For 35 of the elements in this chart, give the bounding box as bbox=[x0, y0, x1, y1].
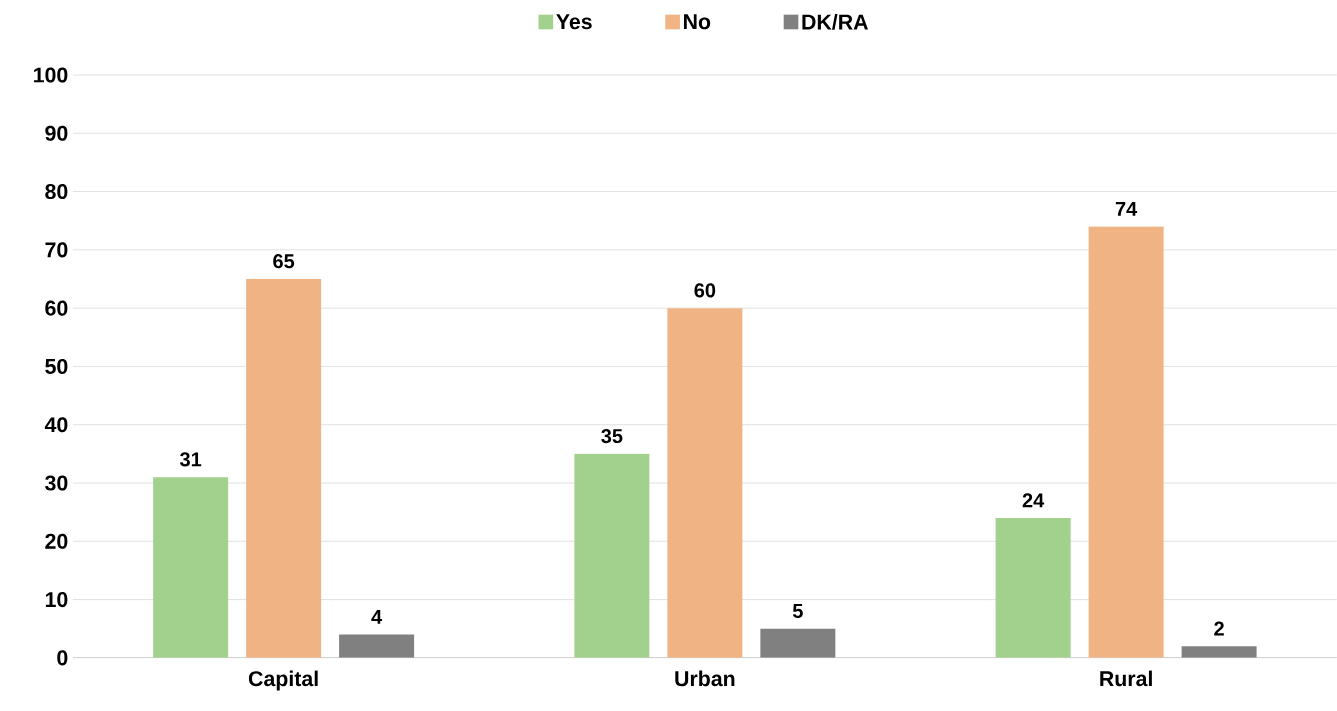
y-tick-label: 50 bbox=[45, 358, 68, 375]
data-label: 4 bbox=[371, 610, 383, 624]
y-tick-label: 70 bbox=[45, 242, 68, 258]
x-tick-label: Capital bbox=[248, 670, 318, 691]
legend-label: Yes bbox=[556, 14, 592, 30]
data-label: 24 bbox=[1022, 493, 1045, 508]
bar bbox=[1088, 226, 1164, 658]
y-tick-label: 100 bbox=[34, 67, 68, 83]
data-label: 60 bbox=[694, 283, 716, 298]
y-tick-label: 60 bbox=[45, 300, 68, 316]
bar bbox=[339, 634, 415, 658]
y-tick-label: 80 bbox=[45, 184, 68, 200]
legend-label: No bbox=[684, 14, 711, 30]
data-label: 35 bbox=[601, 429, 623, 444]
y-tick-label: 30 bbox=[45, 475, 68, 491]
data-label: 65 bbox=[273, 254, 295, 269]
y-tick-label: 10 bbox=[45, 592, 68, 608]
data-label: 74 bbox=[1115, 202, 1138, 216]
legend-label: DK/RA bbox=[802, 14, 868, 30]
bar bbox=[153, 477, 229, 658]
x-tick-label: Urban bbox=[675, 670, 735, 687]
y-tick-label: 90 bbox=[45, 125, 68, 141]
data-label: 31 bbox=[179, 452, 202, 467]
x-tick-label: Rural bbox=[1100, 670, 1152, 687]
bar bbox=[246, 279, 322, 658]
y-tick-label: 40 bbox=[44, 417, 68, 433]
bar bbox=[667, 308, 743, 658]
data-label: 5 bbox=[792, 604, 803, 619]
bar bbox=[995, 518, 1071, 658]
data-label: 2 bbox=[1214, 621, 1224, 636]
bar bbox=[1181, 646, 1257, 658]
bar bbox=[574, 453, 650, 658]
y-tick-label: 0 bbox=[57, 650, 68, 666]
bar bbox=[760, 628, 836, 658]
y-tick-label: 20 bbox=[45, 533, 68, 549]
